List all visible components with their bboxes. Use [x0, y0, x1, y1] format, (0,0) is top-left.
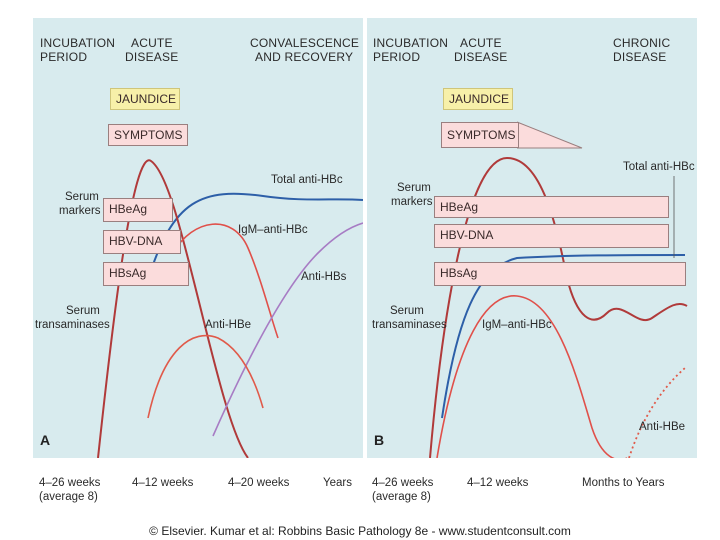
panel-a-curves: [97, 159, 363, 458]
panel-a-axis-incubation: 4–26 weeks: [39, 477, 101, 489]
panel-a-axis-acute: 4–12 weeks: [132, 477, 194, 489]
serum-markers-label: Serum: [65, 191, 99, 203]
symptoms-box: SYMPTOMS: [108, 124, 188, 146]
hbeag-box: HBeAg: [103, 198, 173, 222]
total-anti-hbc-curve: [441, 254, 686, 419]
igm-anti-hbc-label: IgM–anti-HBc: [482, 319, 552, 331]
anti-hbe-curve: [628, 367, 686, 458]
panel-a-letter: A: [40, 432, 51, 448]
serum-transaminases-label: Serum: [390, 305, 424, 317]
panel-b-axis-average: (average 8): [372, 491, 431, 503]
total-anti-hbc-label: Total anti-HBc: [623, 161, 695, 173]
serum-transaminases-label-2: transaminases: [35, 319, 110, 331]
anti-hbs-label: Anti-HBs: [301, 271, 347, 283]
hbsag-box: HBsAg: [434, 262, 686, 286]
symptoms-taper: [516, 121, 583, 149]
serum-markers-label-2: markers: [391, 196, 433, 208]
chronic-header: CHRONIC: [613, 36, 671, 50]
jaundice-box: JAUNDICE: [443, 88, 513, 110]
acute-header-2: DISEASE: [125, 50, 179, 64]
panel-b-axis-incubation: 4–26 weeks: [372, 477, 434, 489]
panel-b-axis-acute: 4–12 weeks: [467, 477, 529, 489]
panel-a-acute-hepatitis: INCUBATION PERIOD ACUTE DISEASE CONVALES…: [33, 18, 363, 458]
acute-header: ACUTE: [131, 36, 173, 50]
serum-markers-label-2: markers: [59, 205, 101, 217]
hbv-dna-box: HBV-DNA: [434, 224, 669, 248]
acute-header-2: DISEASE: [454, 50, 508, 64]
anti-hbe-curve: [147, 334, 264, 419]
panel-b-chronic-hepatitis: INCUBATION PERIOD ACUTE DISEASE CHRONIC …: [367, 18, 697, 458]
panel-a-axis-convalescence: 4–20 weeks: [228, 477, 290, 489]
jaundice-box: JAUNDICE: [110, 88, 180, 110]
anti-hbe-label: Anti-HBe: [639, 421, 686, 433]
incubation-header-2: PERIOD: [40, 50, 88, 64]
hbsag-box: HBsAg: [103, 262, 189, 286]
igm-anti-hbc-label: IgM–anti-HBc: [238, 224, 308, 236]
serum-transaminases-label-2: transaminases: [372, 319, 447, 331]
total-anti-hbc-curve: [147, 192, 363, 281]
anti-hbe-label: Anti-HBe: [205, 319, 252, 331]
transaminase-curve: [97, 159, 249, 458]
igm-anti-hbc-curve: [172, 223, 279, 339]
copyright-caption: © Elsevier. Kumar et al: Robbins Basic P…: [149, 524, 571, 538]
panel-a-axis-years: Years: [323, 477, 352, 489]
igm-anti-hbc-curve: [436, 295, 627, 458]
panel-b-letter: B: [374, 432, 385, 448]
incubation-header: INCUBATION: [373, 36, 449, 50]
hbeag-box: HBeAg: [434, 196, 669, 218]
anti-hbs-curve: [212, 222, 363, 437]
serum-transaminases-label: Serum: [66, 305, 100, 317]
incubation-header: INCUBATION: [40, 36, 116, 50]
serum-markers-label: Serum: [397, 182, 431, 194]
panel-a-axis-average: (average 8): [39, 491, 98, 503]
hbv-dna-box: HBV-DNA: [103, 230, 181, 254]
acute-header: ACUTE: [460, 36, 502, 50]
convalescence-header: CONVALESCENCE: [250, 36, 360, 50]
symptoms-box: SYMPTOMS: [441, 122, 519, 148]
total-anti-hbc-label: Total anti-HBc: [271, 174, 343, 186]
chronic-header-2: DISEASE: [613, 50, 667, 64]
incubation-header-2: PERIOD: [373, 50, 421, 64]
recovery-header: AND RECOVERY: [255, 50, 354, 64]
panel-b-axis-chronic: Months to Years: [582, 477, 665, 489]
